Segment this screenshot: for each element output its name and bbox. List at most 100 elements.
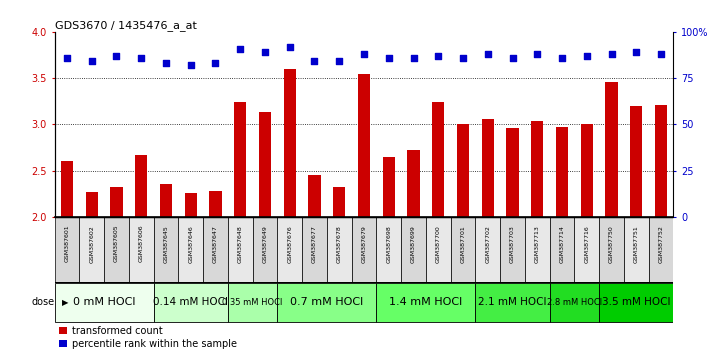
Bar: [135, 155, 147, 217]
Bar: [630, 106, 642, 217]
Text: GSM387699: GSM387699: [411, 225, 416, 263]
Bar: [606, 82, 617, 217]
Point: [457, 55, 469, 61]
Text: GSM387648: GSM387648: [238, 225, 242, 263]
Bar: [457, 125, 469, 217]
Text: GSM387752: GSM387752: [659, 225, 663, 263]
Bar: [253, 217, 277, 282]
Bar: [284, 69, 296, 217]
Bar: [556, 127, 568, 217]
Point: [432, 53, 444, 59]
Bar: [426, 217, 451, 282]
Text: GSM387750: GSM387750: [609, 225, 614, 263]
Point: [482, 51, 494, 57]
Bar: [302, 217, 327, 282]
Bar: [550, 217, 574, 282]
Text: GSM387714: GSM387714: [560, 225, 564, 263]
Bar: [104, 217, 129, 282]
Text: GSM387713: GSM387713: [535, 225, 539, 263]
Point: [358, 51, 370, 57]
Text: GSM387677: GSM387677: [312, 225, 317, 263]
Bar: [432, 102, 444, 217]
Bar: [599, 217, 624, 282]
Bar: [178, 217, 203, 282]
Text: GSM387698: GSM387698: [387, 225, 391, 263]
Bar: [61, 161, 73, 217]
Text: 2.8 mM HOCl: 2.8 mM HOCl: [547, 298, 602, 307]
Bar: [228, 283, 277, 322]
Point: [408, 55, 419, 61]
Text: GDS3670 / 1435476_a_at: GDS3670 / 1435476_a_at: [55, 20, 197, 30]
Text: GSM387679: GSM387679: [362, 225, 366, 263]
Bar: [507, 128, 518, 217]
Bar: [129, 217, 154, 282]
Bar: [277, 217, 302, 282]
Legend: transformed count, percentile rank within the sample: transformed count, percentile rank withi…: [60, 326, 237, 349]
Bar: [234, 102, 246, 217]
Bar: [86, 192, 98, 217]
Bar: [228, 217, 253, 282]
Bar: [309, 176, 320, 217]
Bar: [79, 217, 104, 282]
Bar: [55, 217, 79, 282]
Point: [61, 55, 73, 61]
Bar: [451, 217, 475, 282]
Text: GSM387703: GSM387703: [510, 225, 515, 263]
Bar: [383, 157, 395, 217]
Point: [606, 51, 617, 57]
Bar: [531, 121, 543, 217]
Point: [655, 51, 667, 57]
Text: GSM387602: GSM387602: [90, 225, 94, 263]
Bar: [203, 217, 228, 282]
Point: [333, 59, 345, 64]
Bar: [154, 283, 228, 322]
Point: [160, 61, 172, 66]
Bar: [655, 105, 668, 217]
Bar: [475, 217, 500, 282]
Bar: [649, 217, 673, 282]
Text: GSM387716: GSM387716: [585, 225, 589, 263]
Text: 2.1 mM HOCl: 2.1 mM HOCl: [478, 297, 547, 307]
Bar: [111, 188, 122, 217]
Bar: [352, 217, 376, 282]
Text: dose: dose: [32, 297, 55, 307]
Text: 0.35 mM HOCl: 0.35 mM HOCl: [223, 298, 282, 307]
Text: 3.5 mM HOCl: 3.5 mM HOCl: [602, 297, 670, 307]
Point: [383, 55, 395, 61]
Text: GSM387645: GSM387645: [164, 225, 168, 263]
Text: GSM387606: GSM387606: [139, 225, 143, 263]
Point: [210, 61, 221, 66]
Bar: [624, 217, 649, 282]
Text: GSM387700: GSM387700: [436, 225, 440, 263]
Bar: [333, 187, 346, 217]
Bar: [581, 124, 593, 217]
Text: GSM387751: GSM387751: [634, 225, 638, 263]
Bar: [408, 150, 419, 217]
Bar: [210, 191, 221, 217]
Point: [86, 59, 98, 64]
Point: [284, 44, 296, 50]
Bar: [401, 217, 426, 282]
Bar: [277, 283, 376, 322]
Bar: [185, 193, 197, 217]
Point: [507, 55, 518, 61]
Point: [556, 55, 568, 61]
Text: GSM387676: GSM387676: [288, 225, 292, 263]
Point: [234, 46, 246, 51]
Bar: [154, 217, 178, 282]
Bar: [574, 217, 599, 282]
Text: GSM387702: GSM387702: [486, 225, 490, 263]
Point: [259, 50, 271, 55]
Bar: [500, 217, 525, 282]
Text: 0 mM HOCl: 0 mM HOCl: [73, 297, 135, 307]
Bar: [327, 217, 352, 282]
Text: ▶: ▶: [62, 298, 68, 307]
Bar: [482, 119, 494, 217]
Point: [309, 59, 320, 64]
Text: GSM387605: GSM387605: [114, 225, 119, 263]
Bar: [376, 283, 475, 322]
Point: [185, 62, 197, 68]
Text: 1.4 mM HOCl: 1.4 mM HOCl: [389, 297, 462, 307]
Point: [630, 50, 642, 55]
Point: [581, 53, 593, 59]
